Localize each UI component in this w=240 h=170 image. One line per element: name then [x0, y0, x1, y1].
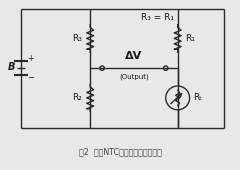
Text: +: +: [27, 54, 34, 63]
Text: R₃ = R₁: R₃ = R₁: [141, 13, 174, 22]
Text: R₃: R₃: [72, 34, 82, 43]
Text: (Output): (Output): [119, 73, 149, 80]
Text: 图2  使用NTC热敏电路的温度测量: 图2 使用NTC热敏电路的温度测量: [78, 147, 162, 156]
Text: R₂: R₂: [72, 93, 82, 102]
Text: ΔV: ΔV: [125, 51, 143, 61]
Text: B: B: [8, 62, 16, 72]
Text: −: −: [27, 74, 34, 83]
Text: Rₜ: Rₜ: [194, 93, 203, 102]
Text: R₁: R₁: [186, 34, 196, 43]
